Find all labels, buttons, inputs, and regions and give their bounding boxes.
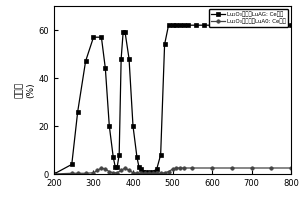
- Lu₂O₃过量的LuAG: Ce陶瓷: (340, 20): Ce陶瓷: (340, 20): [107, 125, 111, 127]
- Y-axis label: 透过率
(%): 透过率 (%): [15, 82, 36, 98]
- Lu₂O₃过量的LuAG: Ce陶瓷: (450, 1): Ce陶瓷: (450, 1): [151, 170, 154, 173]
- Lu₂O₃未过量的LuA0: Ce陶瓷: (320, 2.5): Ce陶瓷: (320, 2.5): [100, 167, 103, 169]
- Lu₂O₃过量的LuAG: Ce陶瓷: (440, 1): Ce陶瓷: (440, 1): [147, 170, 151, 173]
- Lu₂O₃过量的LuAG: Ce陶瓷: (410, 7): Ce陶瓷: (410, 7): [135, 156, 139, 158]
- Lu₂O₃未过量的LuA0: Ce陶瓷: (470, 0.3): Ce陶瓷: (470, 0.3): [159, 172, 163, 174]
- Lu₂O₃未过量的LuA0: Ce陶瓷: (420, 0.3): Ce陶瓷: (420, 0.3): [139, 172, 143, 174]
- Lu₂O₃过量的LuAG: Ce陶瓷: (490, 62): Ce陶瓷: (490, 62): [167, 24, 170, 26]
- Lu₂O₃过量的LuAG: Ce陶瓷: (520, 62): Ce陶瓷: (520, 62): [178, 24, 182, 26]
- Lu₂O₃未过量的LuA0: Ce陶瓷: (750, 2.5): Ce陶瓷: (750, 2.5): [269, 167, 273, 169]
- Lu₂O₃过量的LuAG: Ce陶瓷: (375, 59): Ce陶瓷: (375, 59): [121, 31, 125, 34]
- Lu₂O₃未过量的LuA0: Ce陶瓷: (245, 0.3): Ce陶瓷: (245, 0.3): [70, 172, 74, 174]
- Lu₂O₃过量的LuAG: Ce陶瓷: (510, 62): Ce陶瓷: (510, 62): [175, 24, 178, 26]
- Lu₂O₃过量的LuAG: Ce陶瓷: (330, 44): Ce陶瓷: (330, 44): [103, 67, 107, 70]
- Lu₂O₃未过量的LuA0: Ce陶瓷: (330, 2): Ce陶瓷: (330, 2): [103, 168, 107, 170]
- Lu₂O₃过量的LuAG: Ce陶瓷: (580, 62): Ce陶瓷: (580, 62): [202, 24, 206, 26]
- Lu₂O₃过量的LuAG: Ce陶瓷: (370, 48): Ce陶瓷: (370, 48): [119, 58, 123, 60]
- Lu₂O₃未过量的LuA0: Ce陶瓷: (440, 0.3): Ce陶瓷: (440, 0.3): [147, 172, 151, 174]
- Lu₂O₃过量的LuAG: Ce陶瓷: (320, 57): Ce陶瓷: (320, 57): [100, 36, 103, 38]
- Lu₂O₃未过量的LuA0: Ce陶瓷: (350, 0.5): Ce陶瓷: (350, 0.5): [112, 172, 115, 174]
- Lu₂O₃未过量的LuA0: Ce陶瓷: (800, 2.5): Ce陶瓷: (800, 2.5): [289, 167, 293, 169]
- Lu₂O₃过量的LuAG: Ce陶瓷: (480, 54): Ce陶瓷: (480, 54): [163, 43, 166, 46]
- Lu₂O₃过量的LuAG: Ce陶瓷: (460, 2): Ce陶瓷: (460, 2): [155, 168, 158, 170]
- Lu₂O₃过量的LuAG: Ce陶瓷: (355, 3): Ce陶瓷: (355, 3): [113, 166, 117, 168]
- Lu₂O₃未过量的LuA0: Ce陶瓷: (510, 2.5): Ce陶瓷: (510, 2.5): [175, 167, 178, 169]
- Lu₂O₃过量的LuAG: Ce陶瓷: (300, 57): Ce陶瓷: (300, 57): [92, 36, 95, 38]
- Lu₂O₃过量的LuAG: Ce陶瓷: (365, 8): Ce陶瓷: (365, 8): [117, 154, 121, 156]
- Lu₂O₃过量的LuAG: Ce陶瓷: (560, 62): Ce陶瓷: (560, 62): [194, 24, 198, 26]
- Lu₂O₃未过量的LuA0: Ce陶瓷: (700, 2.5): Ce陶瓷: (700, 2.5): [250, 167, 253, 169]
- Lu₂O₃过量的LuAG: Ce陶瓷: (800, 62): Ce陶瓷: (800, 62): [289, 24, 293, 26]
- Lu₂O₃未过量的LuA0: Ce陶瓷: (370, 1.5): Ce陶瓷: (370, 1.5): [119, 169, 123, 172]
- Lu₂O₃过量的LuAG: Ce陶瓷: (540, 62): Ce陶瓷: (540, 62): [187, 24, 190, 26]
- Lu₂O₃过量的LuAG: Ce陶瓷: (425, 1): Ce陶瓷: (425, 1): [141, 170, 145, 173]
- Legend: Lu₂O₃过量的LuAG: Ce陶瓷, Lu₂O₃未过量的LuA0: Ce陶瓷: Lu₂O₃过量的LuAG: Ce陶瓷, Lu₂O₃未过量的LuA0: Ce陶瓷: [209, 9, 288, 27]
- Lu₂O₃过量的LuAG: Ce陶瓷: (400, 20): Ce陶瓷: (400, 20): [131, 125, 135, 127]
- Lu₂O₃过量的LuAG: Ce陶瓷: (280, 47): Ce陶瓷: (280, 47): [84, 60, 87, 62]
- Lu₂O₃未过量的LuA0: Ce陶瓷: (340, 1): Ce陶瓷: (340, 1): [107, 170, 111, 173]
- Lu₂O₃过量的LuAG: Ce陶瓷: (430, 1): Ce陶瓷: (430, 1): [143, 170, 147, 173]
- Lu₂O₃未过量的LuA0: Ce陶瓷: (600, 2.5): Ce陶瓷: (600, 2.5): [210, 167, 214, 169]
- Lu₂O₃过量的LuAG: Ce陶瓷: (500, 62): Ce陶瓷: (500, 62): [171, 24, 174, 26]
- Lu₂O₃未过量的LuA0: Ce陶瓷: (400, 0.5): Ce陶瓷: (400, 0.5): [131, 172, 135, 174]
- Lu₂O₃未过量的LuA0: Ce陶瓷: (500, 2): Ce陶瓷: (500, 2): [171, 168, 174, 170]
- Lu₂O₃过量的LuAG: Ce陶瓷: (750, 62): Ce陶瓷: (750, 62): [269, 24, 273, 26]
- Lu₂O₃过量的LuAG: Ce陶瓷: (200, 0): Ce陶瓷: (200, 0): [52, 173, 56, 175]
- Lu₂O₃未过量的LuA0: Ce陶瓷: (310, 1.5): Ce陶瓷: (310, 1.5): [96, 169, 99, 172]
- Lu₂O₃过量的LuAG: Ce陶瓷: (530, 62): Ce陶瓷: (530, 62): [183, 24, 186, 26]
- Lu₂O₃过量的LuAG: Ce陶瓷: (470, 8): Ce陶瓷: (470, 8): [159, 154, 163, 156]
- Lu₂O₃未过量的LuA0: Ce陶瓷: (530, 2.5): Ce陶瓷: (530, 2.5): [183, 167, 186, 169]
- Lu₂O₃过量的LuAG: Ce陶瓷: (390, 48): Ce陶瓷: (390, 48): [127, 58, 131, 60]
- Lu₂O₃过量的LuAG: Ce陶瓷: (600, 62): Ce陶瓷: (600, 62): [210, 24, 214, 26]
- Lu₂O₃未过量的LuA0: Ce陶瓷: (360, 0.5): Ce陶瓷: (360, 0.5): [116, 172, 119, 174]
- Lu₂O₃过量的LuAG: Ce陶瓷: (350, 7): Ce陶瓷: (350, 7): [112, 156, 115, 158]
- Lu₂O₃未过量的LuA0: Ce陶瓷: (450, 0.3): Ce陶瓷: (450, 0.3): [151, 172, 154, 174]
- Lu₂O₃过量的LuAG: Ce陶瓷: (700, 62): Ce陶瓷: (700, 62): [250, 24, 253, 26]
- Lu₂O₃未过量的LuA0: Ce陶瓷: (480, 0.5): Ce陶瓷: (480, 0.5): [163, 172, 166, 174]
- Lu₂O₃过量的LuAG: Ce陶瓷: (360, 3): Ce陶瓷: (360, 3): [116, 166, 119, 168]
- Lu₂O₃过量的LuAG: Ce陶瓷: (420, 2): Ce陶瓷: (420, 2): [139, 168, 143, 170]
- Lu₂O₃未过量的LuA0: Ce陶瓷: (650, 2.5): Ce陶瓷: (650, 2.5): [230, 167, 234, 169]
- Lu₂O₃未过量的LuA0: Ce陶瓷: (410, 0.3): Ce陶瓷: (410, 0.3): [135, 172, 139, 174]
- Lu₂O₃未过量的LuA0: Ce陶瓷: (380, 2.5): Ce陶瓷: (380, 2.5): [123, 167, 127, 169]
- Lu₂O₃未过量的LuA0: Ce陶瓷: (490, 1): Ce陶瓷: (490, 1): [167, 170, 170, 173]
- Lu₂O₃未过量的LuA0: Ce陶瓷: (550, 2.5): Ce陶瓷: (550, 2.5): [190, 167, 194, 169]
- Lu₂O₃未过量的LuA0: Ce陶瓷: (430, 0.3): Ce陶瓷: (430, 0.3): [143, 172, 147, 174]
- Lu₂O₃过量的LuAG: Ce陶瓷: (650, 62): Ce陶瓷: (650, 62): [230, 24, 234, 26]
- Lu₂O₃未过量的LuA0: Ce陶瓷: (280, 0.3): Ce陶瓷: (280, 0.3): [84, 172, 87, 174]
- Lu₂O₃未过量的LuA0: Ce陶瓷: (390, 1.5): Ce陶瓷: (390, 1.5): [127, 169, 131, 172]
- Lu₂O₃过量的LuAG: Ce陶瓷: (260, 26): Ce陶瓷: (260, 26): [76, 110, 80, 113]
- Lu₂O₃过量的LuAG: Ce陶瓷: (245, 4): Ce陶瓷: (245, 4): [70, 163, 74, 166]
- Line: Lu₂O₃过量的LuAG: Ce陶瓷: Lu₂O₃过量的LuAG: Ce陶瓷: [52, 23, 293, 176]
- Lu₂O₃未过量的LuA0: Ce陶瓷: (260, 0.3): Ce陶瓷: (260, 0.3): [76, 172, 80, 174]
- Lu₂O₃过量的LuAG: Ce陶瓷: (415, 3): Ce陶瓷: (415, 3): [137, 166, 141, 168]
- Lu₂O₃未过量的LuA0: Ce陶瓷: (300, 0.5): Ce陶瓷: (300, 0.5): [92, 172, 95, 174]
- Lu₂O₃未过量的LuA0: Ce陶瓷: (460, 0.3): Ce陶瓷: (460, 0.3): [155, 172, 158, 174]
- Line: Lu₂O₃未过量的LuA0: Ce陶瓷: Lu₂O₃未过量的LuA0: Ce陶瓷: [52, 166, 293, 176]
- Lu₂O₃过量的LuAG: Ce陶瓷: (380, 59): Ce陶瓷: (380, 59): [123, 31, 127, 34]
- Lu₂O₃未过量的LuA0: Ce陶瓷: (520, 2.5): Ce陶瓷: (520, 2.5): [178, 167, 182, 169]
- Lu₂O₃未过量的LuA0: Ce陶瓷: (200, 0): Ce陶瓷: (200, 0): [52, 173, 56, 175]
